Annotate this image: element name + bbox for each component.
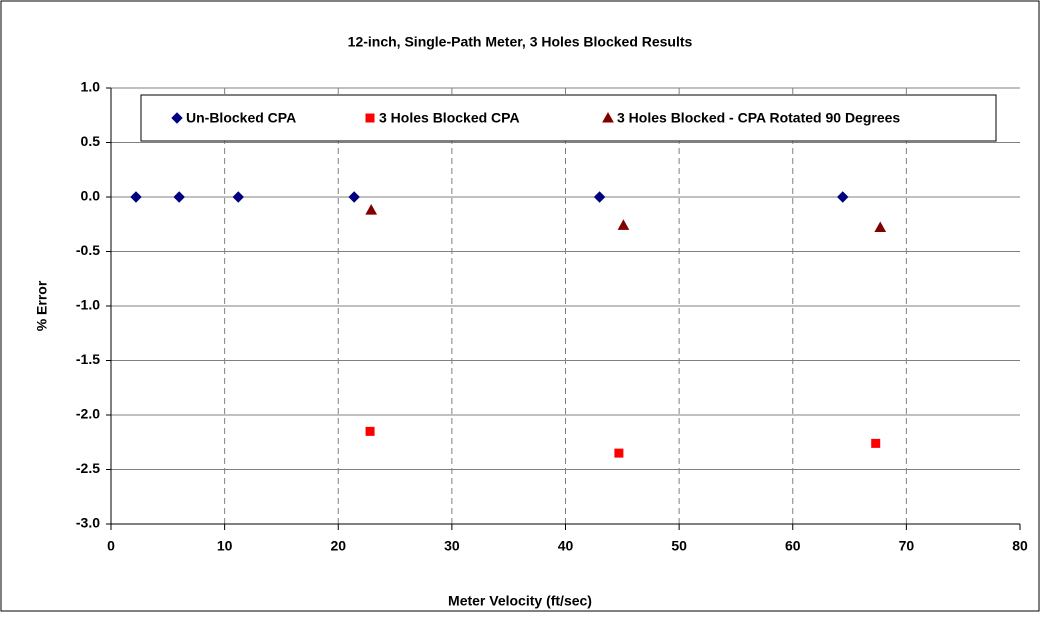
data-point [593, 191, 606, 203]
chart-title: 12-inch, Single-Path Meter, 3 Holes Bloc… [348, 34, 693, 50]
y-tick-label: -0.5 [76, 242, 100, 258]
data-point [232, 191, 244, 203]
y-tick-label: -1.5 [76, 351, 100, 367]
legend-marker [365, 113, 375, 123]
x-tick-label: 10 [217, 538, 233, 554]
x-tick-label: 40 [558, 538, 574, 554]
data-point [614, 448, 624, 458]
data-point [173, 191, 185, 203]
legend [140, 94, 997, 142]
x-tick-label: 70 [899, 538, 915, 554]
x-tick-label: 30 [444, 538, 460, 554]
data-point [617, 219, 630, 230]
data-point [365, 204, 378, 215]
x-tick-label: 20 [330, 538, 346, 554]
x-tick-label: 0 [107, 538, 115, 554]
y-tick-label: 0.5 [81, 133, 101, 149]
data-point [348, 191, 360, 203]
y-tick-label: -1.0 [76, 297, 100, 313]
y-tick-label: -3.0 [76, 515, 100, 531]
data-point [871, 438, 881, 448]
x-axis-label: Meter Velocity (ft/sec) [448, 593, 592, 609]
data-point [874, 221, 887, 233]
data-point [130, 191, 142, 203]
legend-label: Un-Blocked CPA [186, 110, 296, 126]
x-tick-label: 50 [671, 538, 687, 554]
y-tick-label: 0.0 [81, 188, 101, 204]
y-tick-label: -2.5 [76, 460, 100, 476]
y-axis-label: % Error [34, 280, 50, 331]
legend-marker [171, 112, 183, 124]
x-tick-label: 60 [785, 538, 801, 554]
legend-label: 3 Holes Blocked CPA [379, 110, 520, 126]
y-tick-label: -2.0 [76, 406, 100, 422]
data-point [365, 426, 375, 436]
legend-marker [602, 111, 614, 123]
x-tick-label: 80 [1012, 538, 1028, 554]
legend-label: 3 Holes Blocked - CPA Rotated 90 Degrees [617, 110, 900, 126]
y-tick-label: 1.0 [81, 79, 101, 95]
data-point [837, 191, 849, 203]
